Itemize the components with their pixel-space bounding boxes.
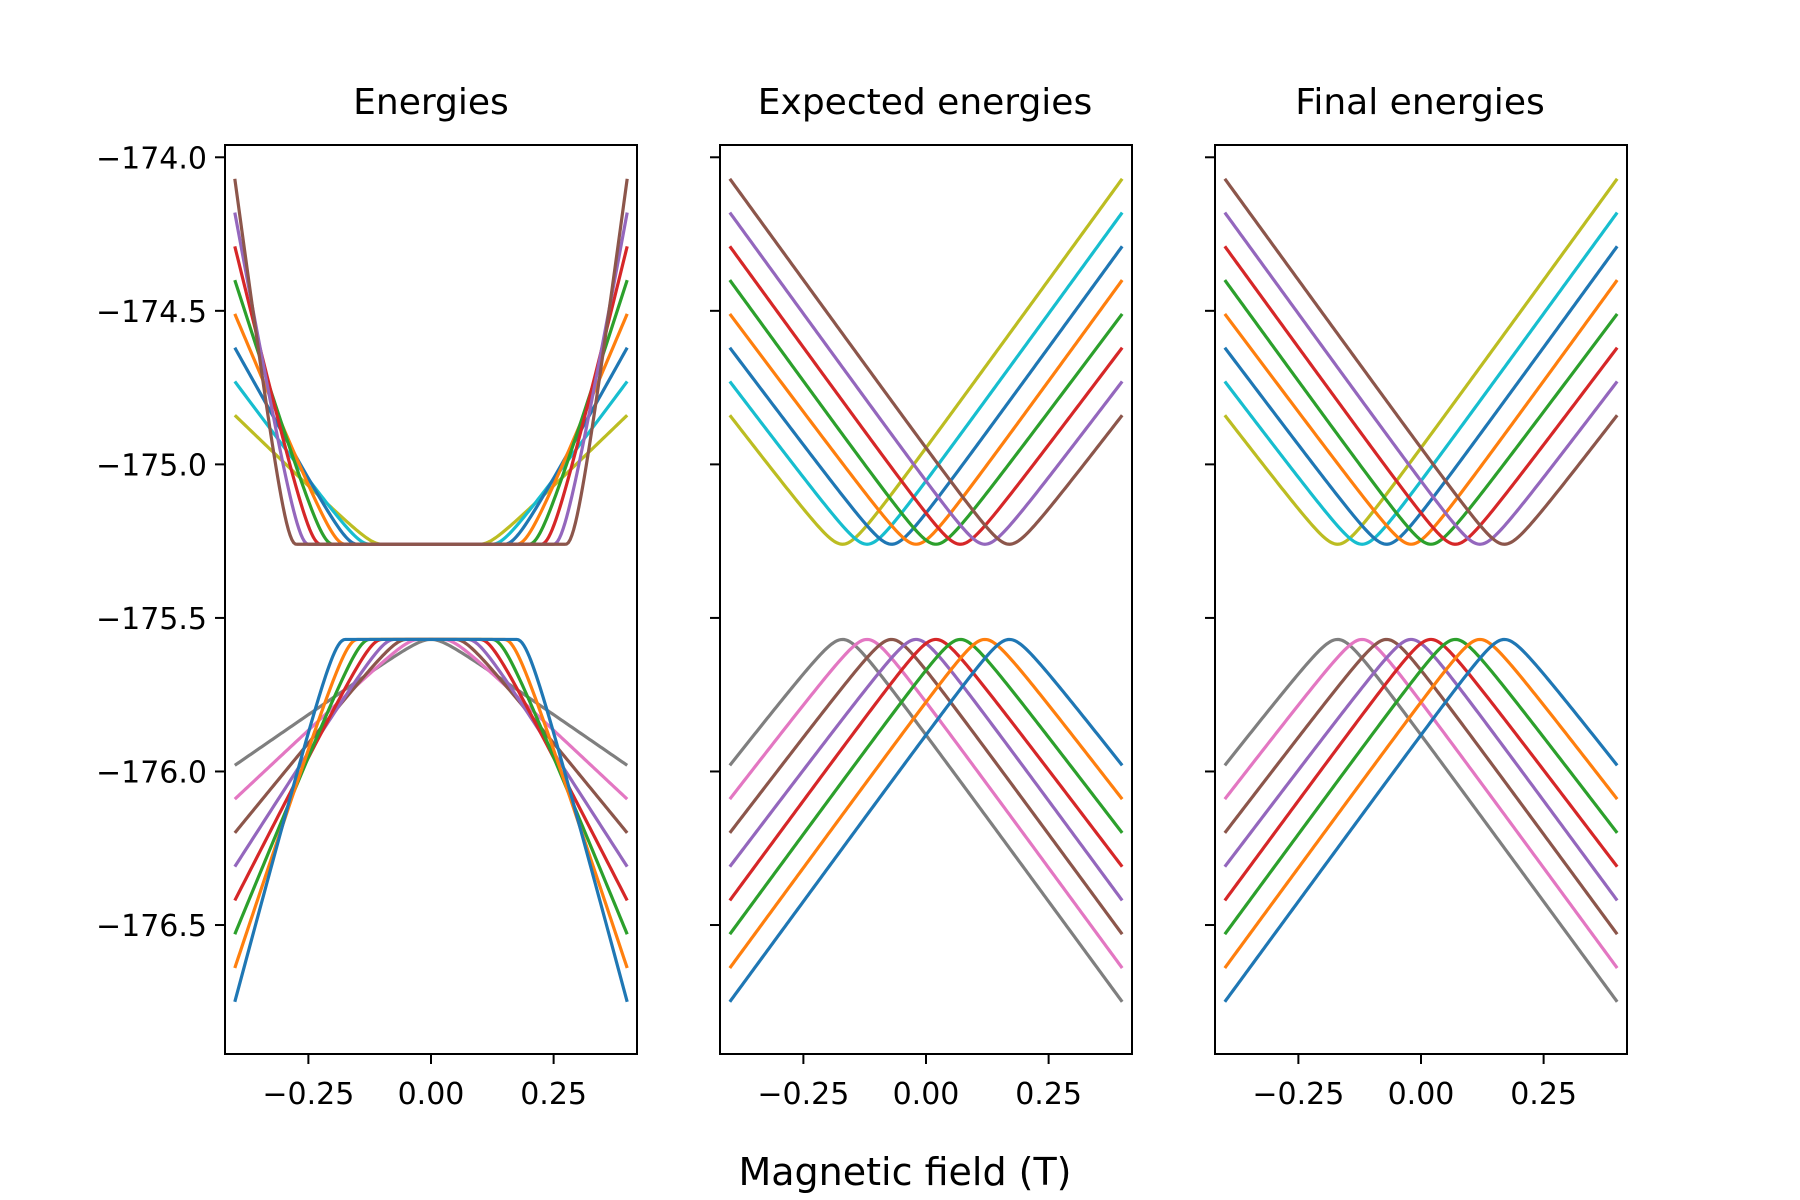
y-ticks: −174.0 −174.5 −175.0 −175.5 −176.0 −176.5 <box>96 141 225 944</box>
x-tick-label: 0.00 <box>398 1077 465 1112</box>
series-line <box>233 637 629 1003</box>
series-line <box>728 637 1124 936</box>
panel-final-energies: Final energies −0.25 0.00 0.25 <box>1205 82 1628 1112</box>
series-line <box>1223 245 1619 546</box>
plot-lines <box>728 177 1124 1003</box>
y-ticks <box>1205 156 1215 927</box>
series-line <box>728 637 1124 969</box>
series-line <box>728 245 1124 546</box>
series-line <box>728 211 1124 546</box>
x-ticks: −0.25 0.00 0.25 <box>757 1054 1082 1112</box>
series-line <box>1223 279 1619 546</box>
series-line <box>233 637 629 969</box>
x-tick-label: 0.25 <box>1510 1077 1577 1112</box>
panel-title: Expected energies <box>758 82 1092 123</box>
plot-lines <box>233 178 629 1003</box>
panel-title: Energies <box>353 82 509 123</box>
series-line <box>728 279 1124 546</box>
series-line <box>1223 637 1619 902</box>
y-ticks <box>710 156 720 927</box>
series-line <box>233 637 629 902</box>
y-tick-label: −176.0 <box>96 755 207 790</box>
x-tick-label: −0.25 <box>262 1077 354 1112</box>
series-line <box>728 177 1124 546</box>
series-line <box>1223 279 1619 546</box>
x-axis-label: Magnetic field (T) <box>738 1150 1071 1194</box>
series-line <box>728 637 1124 902</box>
series-line <box>1223 637 1619 969</box>
x-tick-label: 0.25 <box>520 1077 587 1112</box>
x-tick-label: 0.00 <box>1388 1077 1455 1112</box>
panel-title: Final energies <box>1295 82 1544 123</box>
plot-lines <box>1223 177 1619 1003</box>
x-tick-label: −0.25 <box>757 1077 849 1112</box>
series-line <box>233 637 629 767</box>
series-line <box>1223 637 1619 969</box>
axes-frame <box>224 144 638 1055</box>
series-line <box>1223 637 1619 902</box>
series-line <box>728 637 1124 902</box>
series-line <box>233 637 629 868</box>
y-tick-label: −174.0 <box>96 141 207 176</box>
series-line <box>1223 177 1619 546</box>
series-line <box>728 637 1124 1003</box>
series-line <box>1223 637 1619 936</box>
series-line <box>233 212 629 546</box>
x-tick-label: −0.25 <box>1252 1077 1344 1112</box>
y-tick-label: −174.5 <box>96 295 207 330</box>
y-tick-label: −175.0 <box>96 448 207 483</box>
series-line <box>1223 211 1619 546</box>
panel-energies: Energies −0.25 0.00 0.25 −174.0 −174.5 −175.… <box>96 82 638 1112</box>
series-line <box>233 245 629 546</box>
x-ticks: −0.25 0.00 0.25 <box>262 1054 587 1112</box>
y-tick-label: −175.5 <box>96 602 207 637</box>
x-tick-label: 0.00 <box>893 1077 960 1112</box>
panel-expected-energies: Expected energies −0.25 0.00 0.25 <box>710 82 1133 1112</box>
x-ticks: −0.25 0.00 0.25 <box>1252 1054 1577 1112</box>
series-line <box>1223 637 1619 1003</box>
series-line <box>728 637 1124 969</box>
x-tick-label: 0.25 <box>1015 1077 1082 1112</box>
series-line <box>728 279 1124 546</box>
y-tick-label: −176.5 <box>96 909 207 944</box>
series-line <box>233 178 629 546</box>
series-line <box>233 637 629 834</box>
